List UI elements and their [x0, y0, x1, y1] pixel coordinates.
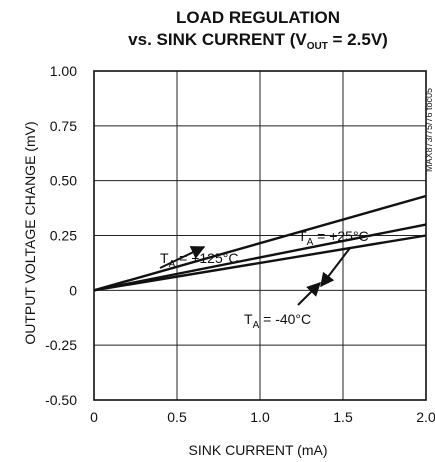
grid	[94, 71, 426, 400]
x-tick-label: 0	[90, 409, 98, 425]
annotation-ta-125: TA = +125°C	[160, 250, 238, 270]
annotation-ta-25: TA = +25°C	[298, 228, 369, 248]
arrow-ta-25	[320, 247, 351, 288]
annotation-ta-minus40: TA = -40°C	[244, 311, 311, 331]
annotations: TA = +125°C TA = +25°C TA = -40°C	[159, 228, 369, 331]
series-line-0	[93, 194, 427, 292]
x-axis-label: SINK CURRENT (mA)	[189, 442, 328, 458]
y-tick-label: 0.75	[50, 118, 77, 134]
y-tick-label: -0.50	[45, 392, 77, 408]
figure-code: MAX873/75/76 toc05	[424, 88, 434, 172]
y-tick-label: -0.25	[45, 337, 77, 353]
arrow-ta-minus40	[297, 282, 321, 306]
x-tick-label: 0.5	[167, 409, 187, 425]
x-axis-ticks: 0 0.5 1.0 1.5 2.0	[90, 409, 435, 425]
x-tick-label: 1.0	[250, 409, 270, 425]
chart-title-line1: LOAD REGULATION	[176, 8, 340, 27]
x-tick-label: 1.5	[333, 409, 353, 425]
series-lines	[93, 194, 427, 292]
arrow-ta-125	[159, 246, 206, 269]
y-tick-label: 0.25	[50, 228, 77, 244]
series-line-2	[93, 234, 427, 292]
series-line-1	[93, 223, 427, 292]
y-tick-label: 0	[69, 282, 77, 298]
y-axis-label: OUTPUT VOLTAGE CHANGE (mV)	[22, 121, 38, 344]
chart-title-line2: vs. SINK CURRENT (VOUT = 2.5V)	[128, 30, 388, 52]
x-tick-label: 2.0	[416, 409, 435, 425]
y-tick-label: 0.50	[50, 173, 77, 189]
y-tick-label: 1.00	[50, 63, 77, 79]
y-axis-ticks: 1.00 0.75 0.50 0.25 0 -0.25 -0.50	[45, 63, 77, 408]
